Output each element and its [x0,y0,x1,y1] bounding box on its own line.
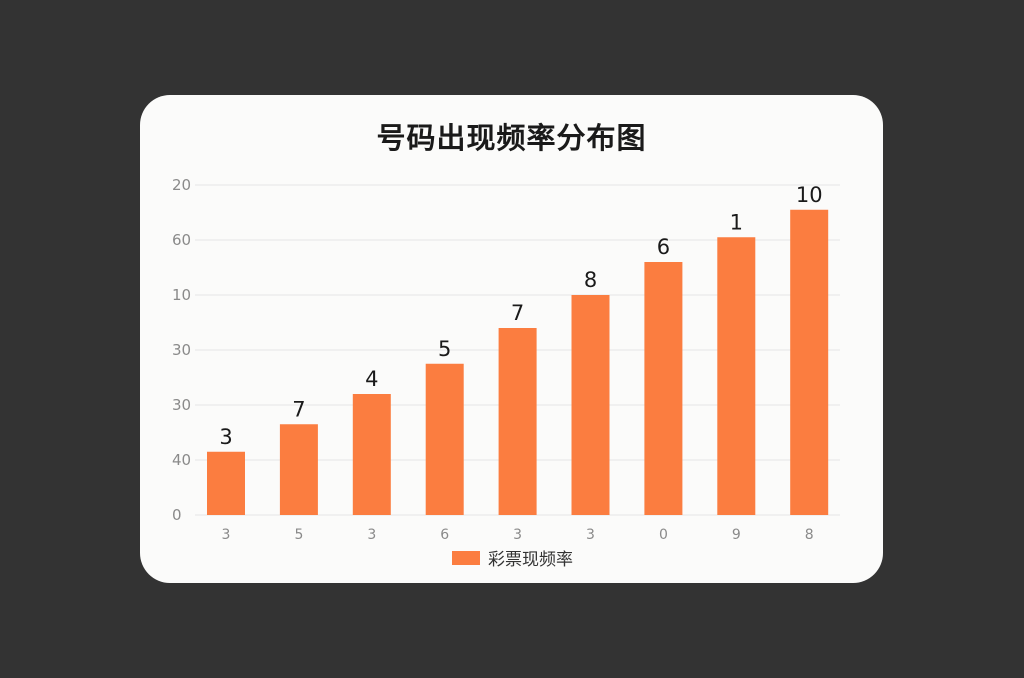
chart-title: 号码出现频率分布图 [376,121,647,155]
bar [207,451,245,515]
y-tick-label: 30 [172,396,191,414]
bar [717,237,756,515]
bar [644,262,683,515]
y-tick-label: 0 [172,506,182,524]
x-tick-label: 0 [659,527,668,543]
x-tick-label: 3 [222,527,231,543]
y-tick-label: 40 [172,451,191,469]
bar [425,363,464,515]
x-tick-label: 5 [294,527,303,543]
y-tick-label: 60 [172,231,191,249]
x-tick-label: 3 [367,527,376,543]
data-label: 5 [438,337,451,361]
y-tick-label: 20 [172,176,191,194]
data-label: 1 [730,210,743,234]
data-label: 3 [219,425,232,449]
x-tick-label: 9 [732,527,741,543]
data-label: 7 [292,397,305,421]
bar [279,424,318,515]
x-tick-label: 3 [586,527,595,543]
y-tick-label: 30 [172,341,191,359]
bar [498,328,537,515]
data-label: 6 [657,235,670,259]
data-label: 7 [511,301,524,325]
x-tick-label: 8 [805,527,814,543]
chart-card: 号码出现频率分布图 0 40 30 30 10 60 20 3 3 7 5 4 3 5 6 7 3 8 3 6 0 1 9 1… [140,95,883,583]
legend-swatch [452,550,480,565]
data-label: 10 [796,183,823,207]
data-label: 4 [365,367,378,391]
x-tick-label: 6 [440,527,449,543]
legend-label: 彩票现频率 [488,550,573,570]
legend: 彩票现频率 [452,545,573,570]
data-label: 8 [584,268,597,292]
bar [352,394,391,515]
bar [571,295,610,515]
x-tick-label: 3 [513,527,522,543]
y-tick-label: 10 [172,286,191,304]
bar [790,209,829,515]
